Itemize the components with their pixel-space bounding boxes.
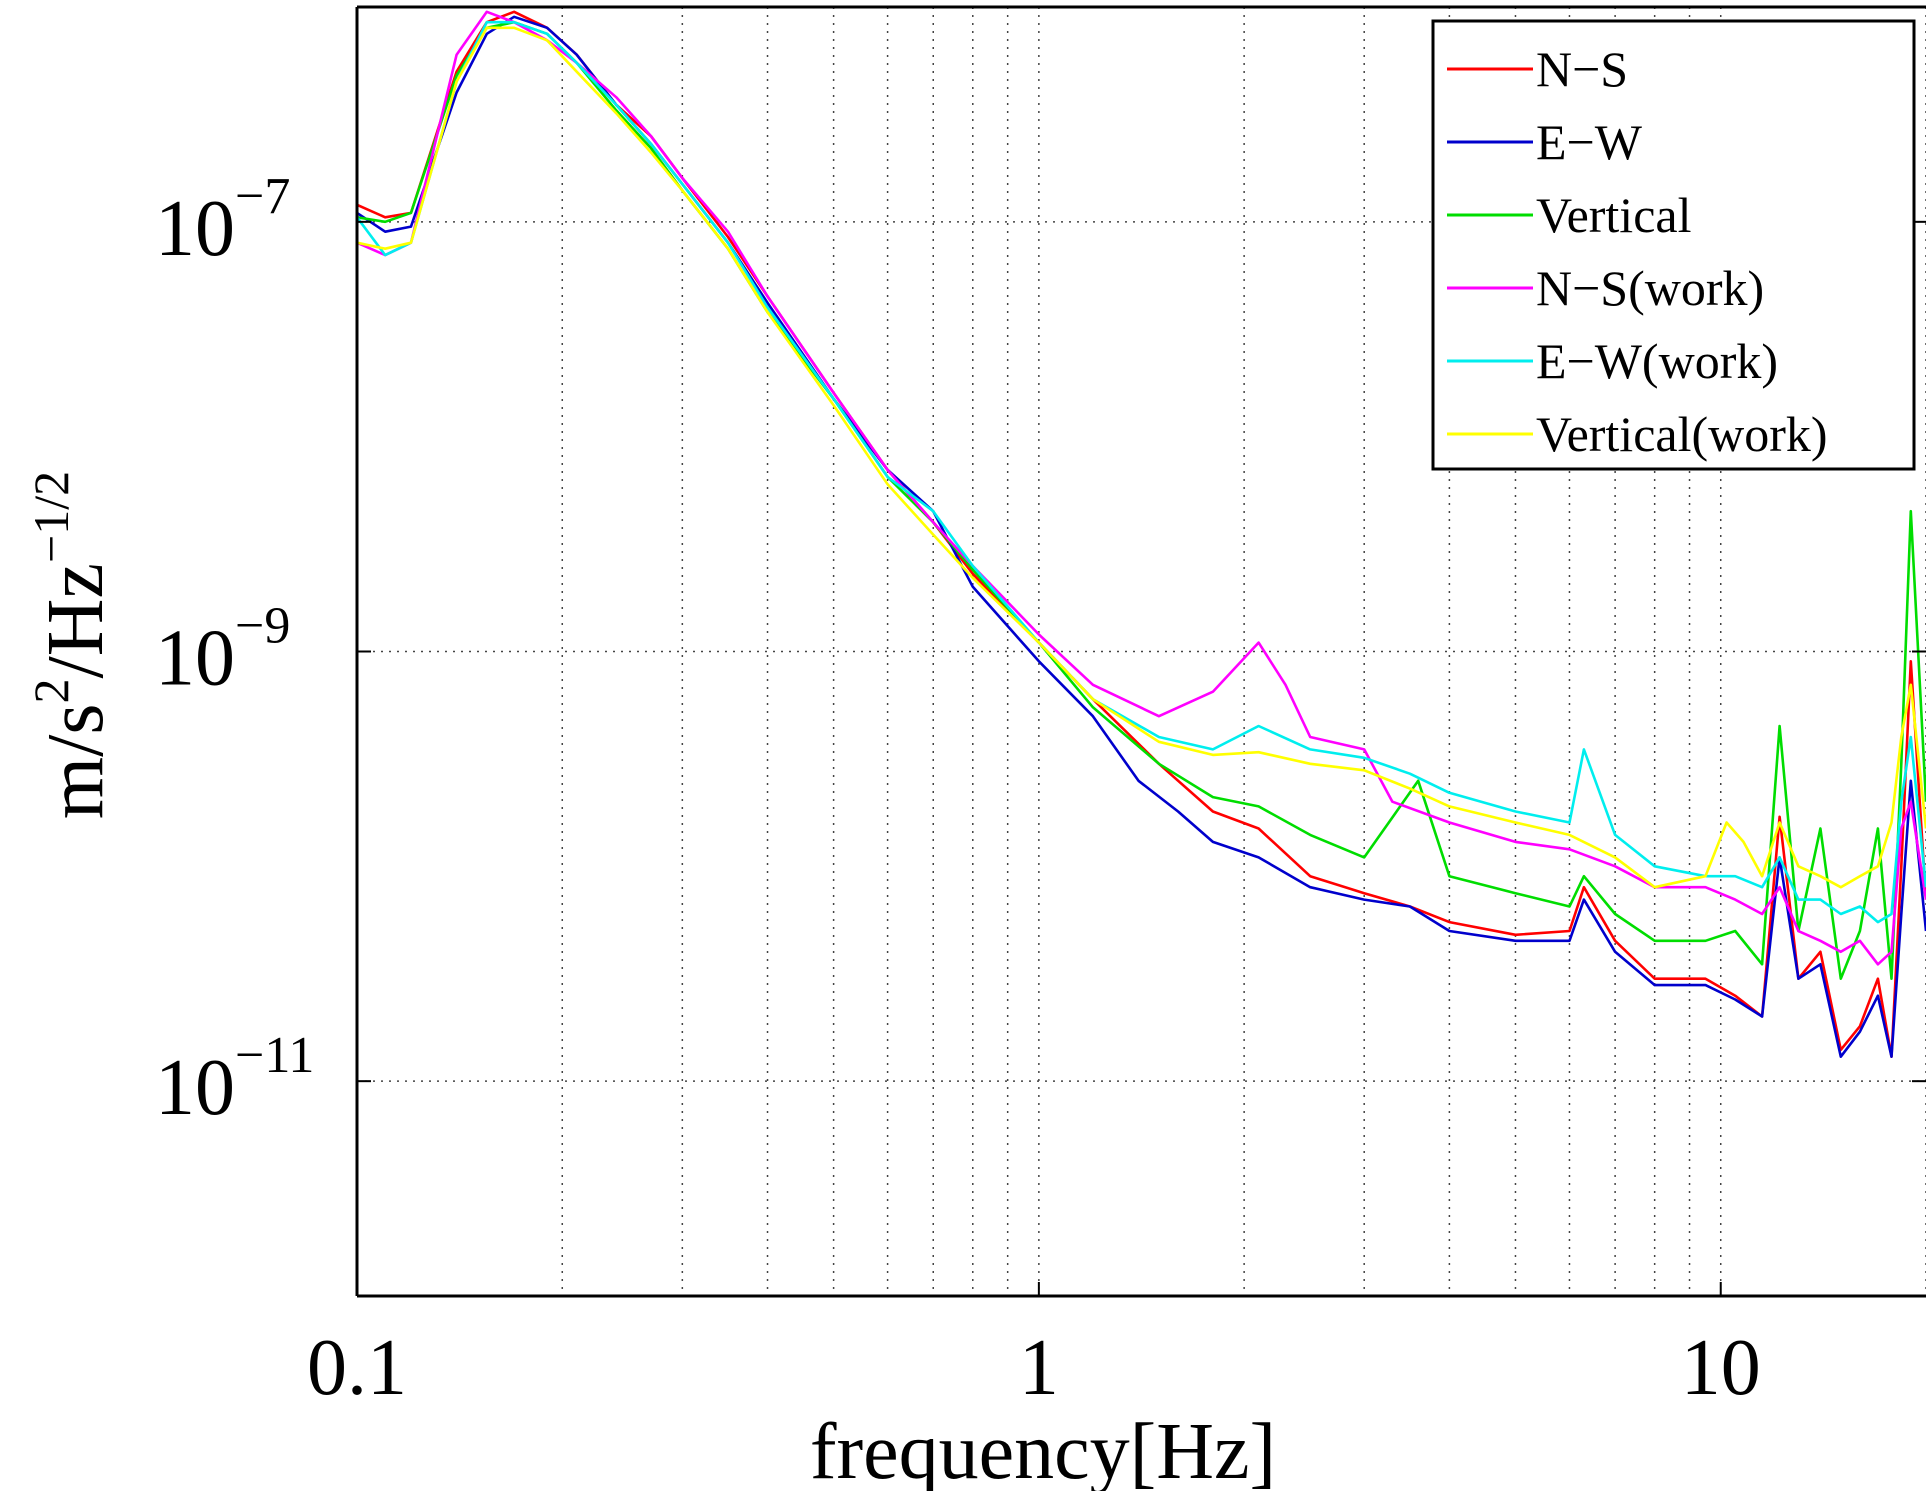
legend-label: E−W (1536, 114, 1643, 170)
y-axis-title-base: m/s (32, 704, 120, 820)
y-tick-exponent: −7 (235, 168, 290, 225)
x-tick-label: 0.1 (307, 1324, 407, 1412)
series-line-2 (357, 15, 1926, 1058)
y-tick-exponent: −11 (235, 1027, 314, 1084)
legend-label: N−S (1536, 41, 1628, 97)
y-axis-title-exp1: 2 (23, 679, 79, 704)
y-tick-base: 10 (155, 615, 235, 703)
legend-label: Vertical (1536, 187, 1691, 243)
y-axis-title-mid: /Hz (32, 563, 120, 679)
x-tick-labels: 0.1 1 10 (307, 1324, 1761, 1412)
legend-label: E−W(work) (1536, 333, 1778, 389)
x-axis-title: frequency[Hz] (810, 1408, 1276, 1491)
y-tick-label: 10−9 (155, 598, 290, 703)
y-tick-labels: 10−710−910−11 (155, 168, 314, 1132)
y-tick-base: 10 (155, 185, 235, 273)
y-axis-title-exp2: −1/2 (23, 471, 79, 563)
y-tick-label: 10−11 (155, 1027, 314, 1132)
y-axis-title: m/s2/Hz−1/2 (23, 471, 120, 819)
legend: N−S E−W Vertical N−S(work) E−W(work) Vertical… (1431, 19, 1916, 471)
axes (355, 5, 1926, 1298)
grid-lines (357, 7, 1926, 1296)
x-tick-label: 1 (1019, 1324, 1059, 1412)
y-tick-exponent: −9 (235, 598, 290, 655)
series-line-6 (357, 26, 1926, 889)
series-lines (357, 10, 1926, 1058)
legend-label: Vertical(work) (1536, 406, 1828, 462)
legend-label: N−S(work) (1536, 260, 1764, 316)
legend-box (1431, 19, 1916, 471)
y-tick-label: 10−7 (155, 168, 290, 273)
x-tick-label: 10 (1681, 1324, 1761, 1412)
series-line-5 (357, 20, 1926, 924)
y-tick-base: 10 (155, 1044, 235, 1132)
